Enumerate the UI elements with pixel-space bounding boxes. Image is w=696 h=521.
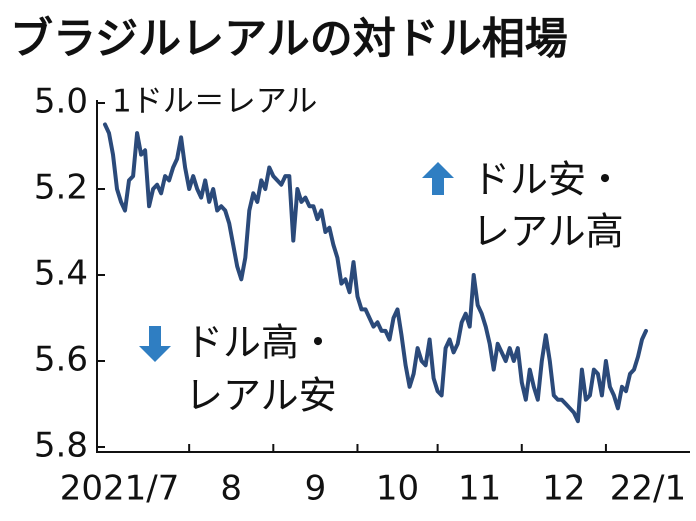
x-tick-label: 22/1 (610, 469, 686, 509)
annotation: ドル高・ (185, 321, 337, 365)
x-tick-label: 2021/7 (60, 469, 180, 509)
x-tick-label: 11 (458, 469, 501, 509)
x-tick-label: 8 (220, 469, 242, 509)
line-series (103, 122, 648, 424)
chart-title: ブラジルレアルの対ドル相場 (10, 15, 568, 65)
x-tick-label: 10 (376, 469, 419, 509)
up-arrow (422, 162, 454, 195)
x-tick-label: 12 (542, 469, 585, 509)
annotation: レアル安 (185, 374, 337, 418)
down-arrow (139, 326, 171, 362)
y-tick-label: 5.4 (34, 254, 88, 294)
y-tick-label: 5.0 (34, 82, 88, 122)
unit-label: 1ドル＝レアル (112, 84, 317, 120)
y-tick-label: 5.2 (34, 168, 88, 208)
annotation: レアル高 (472, 210, 624, 254)
x-tick-label: 9 (305, 469, 327, 509)
annotation: ドル安・ (472, 158, 624, 202)
y-tick-label: 5.8 (34, 426, 88, 466)
y-tick-label: 5.6 (34, 340, 88, 380)
